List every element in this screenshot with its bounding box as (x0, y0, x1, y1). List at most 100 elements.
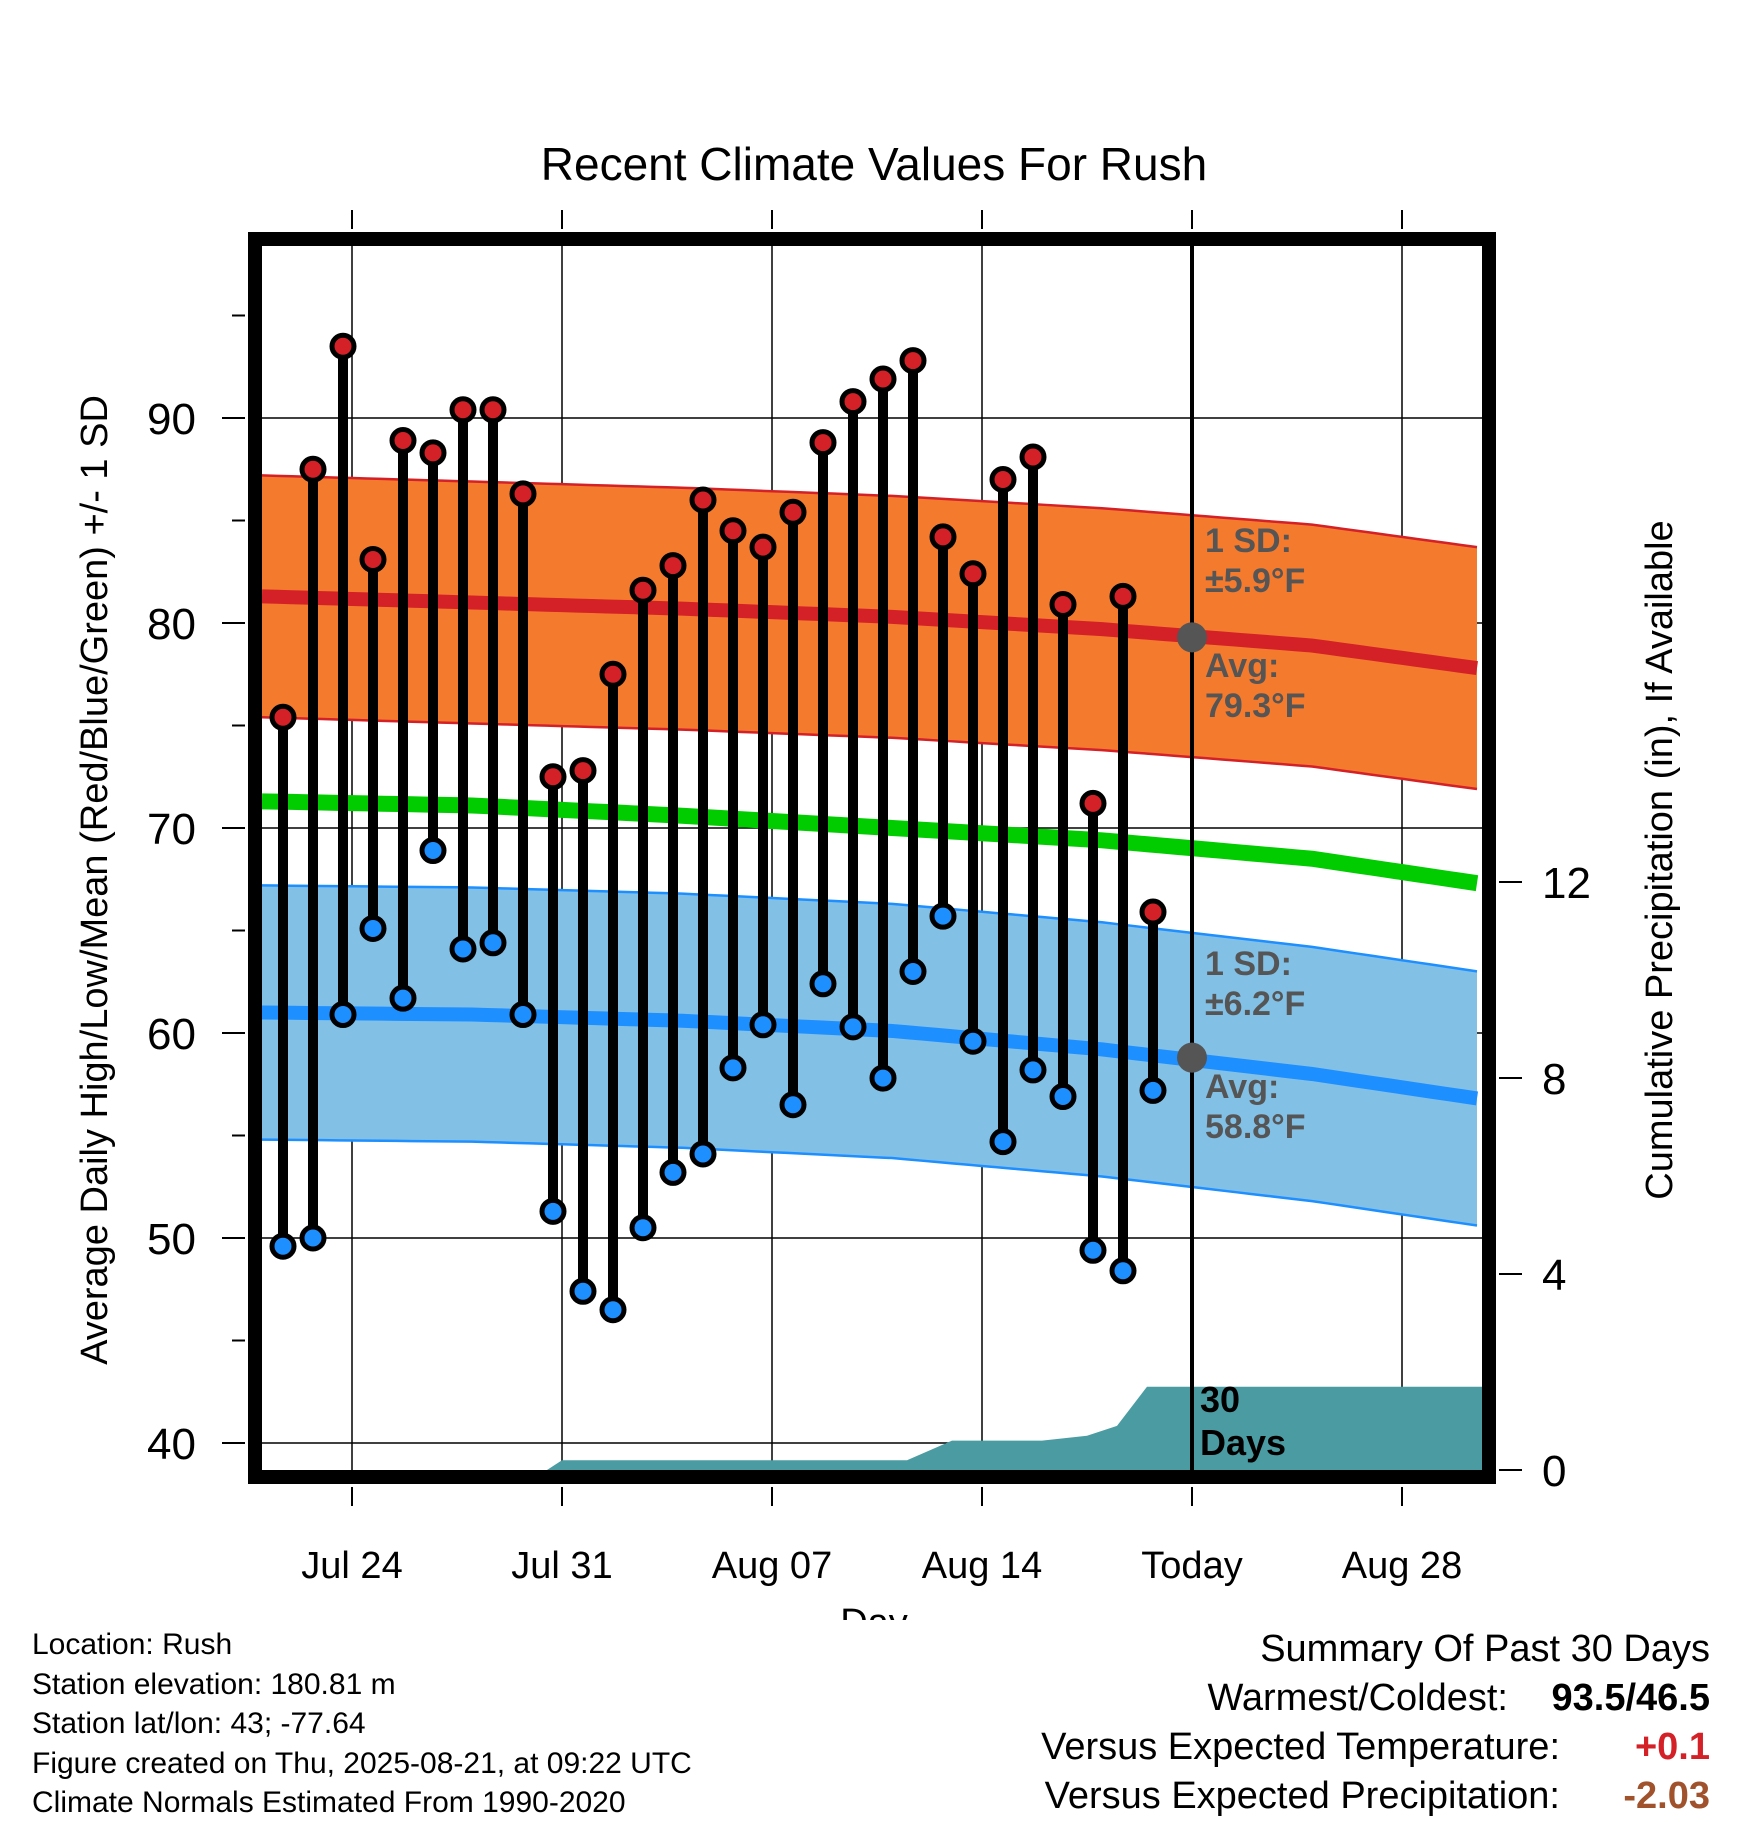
precip-label: Versus Expected Precipitation: (1044, 1775, 1560, 1817)
high-point (539, 763, 567, 791)
low-point (629, 1214, 657, 1242)
high-point (599, 660, 627, 688)
temp-label: Versus Expected Temperature: (1041, 1726, 1560, 1768)
precip-area (262, 1386, 1482, 1470)
low-band (262, 885, 1477, 1226)
warm-cold-value: 93.5/46.5 (1551, 1677, 1710, 1719)
low-point (959, 1027, 987, 1055)
high-point (1019, 443, 1047, 471)
high-point (479, 396, 507, 424)
warm-cold-label: Warmest/Coldest: (1207, 1677, 1508, 1719)
high-point (659, 552, 687, 580)
climate-chart: Recent Climate Values For Rush 1 SD: ±5.… (74, 138, 1681, 1620)
temp-row: Versus Expected Temperature: +0.1 (1041, 1723, 1710, 1772)
high-point (839, 388, 867, 416)
high-point (389, 427, 417, 455)
low-avg-value: 58.8°F (1205, 1108, 1306, 1146)
high-point (749, 533, 777, 561)
low-point (989, 1128, 1017, 1156)
low-point (809, 970, 837, 998)
low-point (539, 1197, 567, 1225)
temp-value: +0.1 (1634, 1726, 1710, 1768)
high-point (959, 560, 987, 588)
high-band (262, 475, 1477, 790)
mean-normal-line (262, 793, 1479, 892)
x-tick-label: Aug 28 (1342, 1545, 1462, 1587)
x-tick-label: Jul 24 (301, 1545, 402, 1587)
precip-label-days: Days (1200, 1422, 1286, 1463)
low-point (599, 1296, 627, 1324)
low-point (659, 1158, 687, 1186)
low-point (299, 1224, 327, 1252)
low-point (359, 914, 387, 942)
high-point (419, 439, 447, 467)
x-tick-label: Aug 14 (922, 1545, 1042, 1587)
plot-frame (248, 232, 1496, 1484)
y2-tick-label: 8 (1542, 1055, 1566, 1104)
x-tick-label: Today (1141, 1545, 1242, 1587)
y-tick-label: 40 (147, 1420, 196, 1469)
low-point (1139, 1076, 1167, 1104)
high-point (809, 429, 837, 457)
high-point (779, 498, 807, 526)
normals-text: Climate Normals Estimated From 1990-2020 (32, 1786, 626, 1819)
created-text: Figure created on Thu, 2025-08-21, at 09… (32, 1746, 692, 1780)
low-point (749, 1011, 777, 1039)
chart-title: Recent Climate Values For Rush (541, 138, 1207, 190)
axes: 40 50 60 70 80 90 0 4 8 12 Jul 24 Jul 31 Aug 07 Aug 1… (147, 210, 1591, 1587)
high-point (869, 365, 897, 393)
summary-heading: Summary Of Past 30 Days (1260, 1628, 1710, 1670)
x-tick-label: Jul 31 (511, 1545, 612, 1587)
y-tick-label: 80 (147, 600, 196, 649)
low-point (449, 935, 477, 963)
low-point (689, 1140, 717, 1168)
y2-tick-label: 12 (1542, 859, 1591, 908)
low-sd-value: ±6.2°F (1205, 985, 1305, 1023)
high-point (719, 517, 747, 545)
low-point (1079, 1236, 1107, 1264)
y-tick-label: 60 (147, 1010, 196, 1059)
high-point (929, 523, 957, 551)
today-high-avg-marker (1177, 622, 1207, 653)
low-point (1019, 1056, 1047, 1084)
low-point (719, 1054, 747, 1082)
x-axis-label: Day (840, 1602, 908, 1620)
high-avg-value: 79.3°F (1205, 687, 1306, 725)
high-point (449, 396, 477, 424)
low-point (899, 958, 927, 985)
high-point (1109, 582, 1137, 610)
high-point (569, 757, 597, 785)
high-avg-label: Avg: (1205, 647, 1279, 685)
low-normal-line (262, 1005, 1479, 1106)
observations (269, 332, 1167, 1324)
annotations: 1 SD: ±5.9°F Avg: 79.3°F 1 SD: ±6.2°F Av… (1200, 522, 1306, 1463)
high-point (509, 480, 537, 508)
low-point (869, 1064, 897, 1092)
y2-tick-label: 0 (1542, 1447, 1566, 1496)
high-sd-value: ±5.9°F (1205, 562, 1305, 600)
low-point (779, 1091, 807, 1119)
today-low-avg-marker (1177, 1042, 1207, 1073)
elevation-text: Station elevation: 180.81 m (32, 1667, 396, 1701)
high-sd-label: 1 SD: (1205, 522, 1292, 560)
normal-bands (262, 474, 1479, 1227)
low-sd-label: 1 SD: (1205, 945, 1292, 983)
low-band-lower-edge (262, 1138, 1478, 1227)
high-point (1049, 591, 1077, 619)
low-point (569, 1277, 597, 1305)
low-point (389, 984, 417, 1012)
high-point (359, 545, 387, 573)
precip-value: -2.03 (1623, 1775, 1710, 1817)
high-point (899, 347, 927, 375)
precipitation (262, 1386, 1482, 1470)
latlon-text: Station lat/lon: 43; -77.64 (32, 1707, 366, 1740)
high-point (1079, 789, 1107, 817)
y2-tick-label: 4 (1542, 1251, 1566, 1300)
high-point (1139, 898, 1167, 926)
x-tick-label: Aug 07 (712, 1545, 832, 1587)
warm-cold-row: Warmest/Coldest: 93.5/46.5 (1041, 1674, 1710, 1723)
summary-panel: Summary Of Past 30 Days Warmest/Coldest:… (1041, 1625, 1710, 1821)
high-point (329, 332, 357, 360)
low-avg-label: Avg: (1205, 1068, 1279, 1106)
station-info: Location: Rush Station elevation: 180.81… (32, 1625, 692, 1823)
